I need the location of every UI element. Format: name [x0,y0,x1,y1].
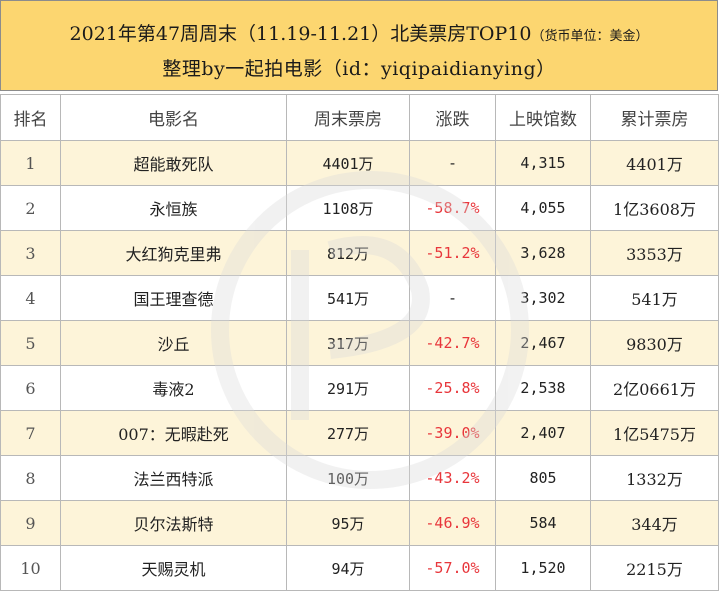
title-cell: 超能敢死队 [60,140,287,186]
table-row: 1 超能敢死队 4401万 -4,315 4401万 [0,140,719,186]
weekend-cell: 100万 [286,455,410,501]
header-change: 涨跌 [409,94,496,141]
change-cell: - [409,140,496,186]
title-cell: 法兰西特派 [60,455,287,501]
header-rank: 排名 [0,94,61,141]
rank-cell: 4 [0,275,61,321]
weekend-cell: 1108万 [286,185,410,231]
table-row: 4 国王理查德 541万 -3,302 541万 [0,275,719,321]
header-theaters: 上映馆数 [495,94,591,141]
rank-cell: 7 [0,410,61,456]
change-cell: -25.8% [409,365,496,411]
title-text: 2021年第47周周末（11.19-11.21）北美票房TOP10 [69,23,532,45]
rank-cell: 9 [0,500,61,546]
title-cell: 毒液2 [60,365,287,411]
weekend-cell: 541万 [286,275,410,321]
header-weekend: 周末票房 [286,94,410,141]
weekend-cell: 4401万 [286,140,410,186]
total-cell: 2215万 [590,545,719,591]
table-row: 2 永恒族 1108万 -58.7% 4,055 1亿3608万 [0,185,719,231]
header-total: 累计票房 [590,94,719,141]
weekend-cell: 95万 [286,500,410,546]
title-line-1: 2021年第47周周末（11.19-11.21）北美票房TOP10（货币单位：美… [1,19,717,46]
title-line-2: 整理by一起拍电影（id：yiqipaidianying） [162,58,556,80]
change-cell: -43.2% [409,455,496,501]
title-banner: 2021年第47周周末（11.19-11.21）北美票房TOP10（货币单位：美… [0,0,718,91]
table-row: 8 法兰西特派 100万 -43.2% 805 1332万 [0,455,719,501]
total-cell: 3353万 [590,230,719,276]
theaters-cell: 805 [495,455,591,501]
change-cell: -39.0% [409,410,496,456]
total-cell: 9830万 [590,320,719,366]
title-cell: 天赐灵机 [60,545,287,591]
theaters-cell: 2,407 [495,410,591,456]
title-cell: 国王理查德 [60,275,287,321]
total-cell: 541万 [590,275,719,321]
change-cell: -51.2% [409,230,496,276]
table-row: 7 007：无暇赴死 277万 -39.0% 2,407 1亿5475万 [0,410,719,456]
weekend-cell: 94万 [286,545,410,591]
total-cell: 344万 [590,500,719,546]
weekend-cell: 317万 [286,320,410,366]
table-row: 6 毒液2 291万 -25.8% 2,538 2亿0661万 [0,365,719,411]
rank-cell: 3 [0,230,61,276]
change-cell: -57.0% [409,545,496,591]
table-row: 10 天赐灵机 94万 -57.0% 1,520 2215万 [0,545,719,591]
theaters-cell: 2,467 [495,320,591,366]
change-cell: - [409,275,496,321]
theaters-cell: 3,628 [495,230,591,276]
theaters-cell: 3,302 [495,275,591,321]
title-cell: 贝尔法斯特 [60,500,287,546]
table-row: 9 贝尔法斯特 95万 -46.9% 584 344万 [0,500,719,546]
rank-cell: 1 [0,140,61,186]
total-cell: 1亿3608万 [590,185,719,231]
total-cell: 2亿0661万 [590,365,719,411]
rank-cell: 10 [0,545,61,591]
change-cell: -42.7% [409,320,496,366]
change-cell: -58.7% [409,185,496,231]
rank-cell: 2 [0,185,61,231]
table-row: 5 沙丘 317万 -42.7% 2,467 9830万 [0,320,719,366]
theaters-cell: 4,315 [495,140,591,186]
total-cell: 1332万 [590,455,719,501]
rank-cell: 5 [0,320,61,366]
weekend-cell: 277万 [286,410,410,456]
table-row: 3 大红狗克里弗 812万 -51.2% 3,628 3353万 [0,230,719,276]
change-cell: -46.9% [409,500,496,546]
header-row: 排名 电影名 周末票房 涨跌 上映馆数 累计票房 [0,94,719,141]
title-cell: 007：无暇赴死 [60,410,287,456]
title-cell: 永恒族 [60,185,287,231]
theaters-cell: 584 [495,500,591,546]
total-cell: 4401万 [590,140,719,186]
title-cell: 沙丘 [60,320,287,366]
title-cell: 大红狗克里弗 [60,230,287,276]
theaters-cell: 4,055 [495,185,591,231]
theaters-cell: 2,538 [495,365,591,411]
weekend-cell: 812万 [286,230,410,276]
rank-cell: 8 [0,455,61,501]
total-cell: 1亿5475万 [590,410,719,456]
box-office-table: 排名 电影名 周末票房 涨跌 上映馆数 累计票房 1 超能敢死队 4401万 -4,3… [0,94,719,591]
weekend-cell: 291万 [286,365,410,411]
header-title: 电影名 [60,94,287,141]
rank-cell: 6 [0,365,61,411]
currency-unit: （货币单位：美金） [531,29,649,44]
theaters-cell: 1,520 [495,545,591,591]
